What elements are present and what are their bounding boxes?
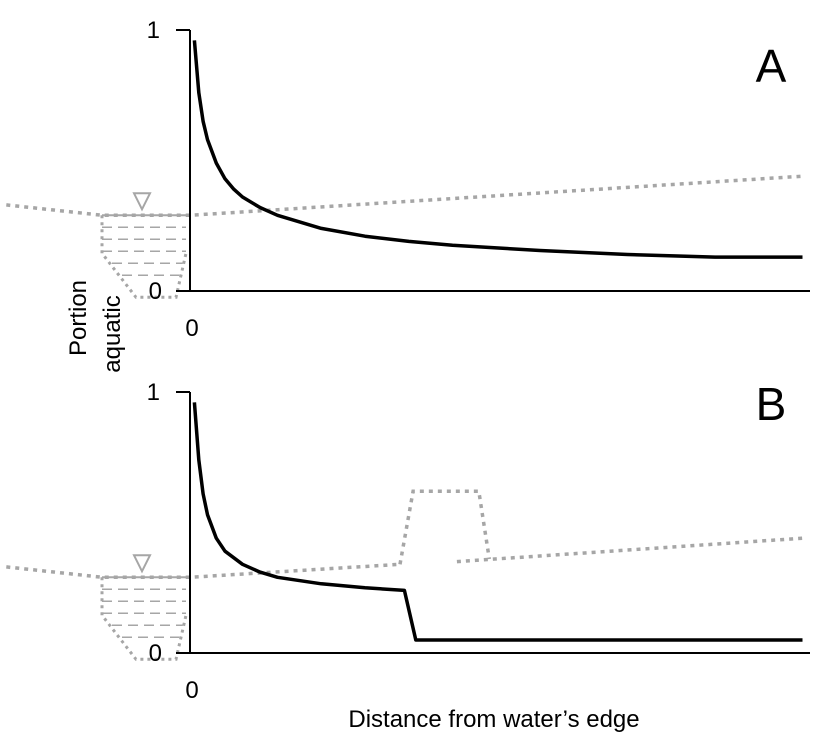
- panel-b-y-tick-label-top: 1: [147, 379, 160, 406]
- panel-b-levee: [398, 489, 492, 565]
- panel-b-letter: B: [756, 378, 787, 430]
- panel-a-schematic: [6, 174, 803, 299]
- panel-a-y-tick-label-bottom: 0: [149, 278, 162, 305]
- panel-b-channel-outline: [100, 577, 188, 661]
- panel-b: 1 0 0 B: [6, 378, 810, 704]
- panel-a-ground-profile: [6, 174, 803, 218]
- panel-a-y-tick-label-top: 1: [147, 17, 160, 44]
- panel-a-letter: A: [756, 40, 787, 92]
- panel-a-x-tick-label-origin: 0: [185, 315, 198, 342]
- panel-b-ground-profile-right: [456, 536, 803, 564]
- y-axis-title-line-2: aquatic: [99, 295, 126, 372]
- panel-a: 1 0 0 A: [6, 17, 810, 342]
- panel-b-schematic: [6, 489, 803, 661]
- panel-b-y-tick-label-bottom: 0: [149, 640, 162, 667]
- x-axis-title: Distance from water’s edge: [348, 706, 639, 733]
- panel-a-series: [192, 40, 803, 259]
- y-axis-title-line-1: Portion: [65, 280, 92, 356]
- panel-a-channel-outline: [100, 215, 188, 299]
- panel-b-ground-profile-left: [6, 562, 401, 580]
- panel-a-series-line: [192, 40, 803, 259]
- panel-b-x-tick-label-origin: 0: [185, 677, 198, 704]
- triangle-down-icon: [132, 554, 152, 574]
- panel-b-series-line: [192, 402, 803, 642]
- triangle-down-icon: [132, 192, 152, 212]
- panel-b-series: [192, 402, 803, 642]
